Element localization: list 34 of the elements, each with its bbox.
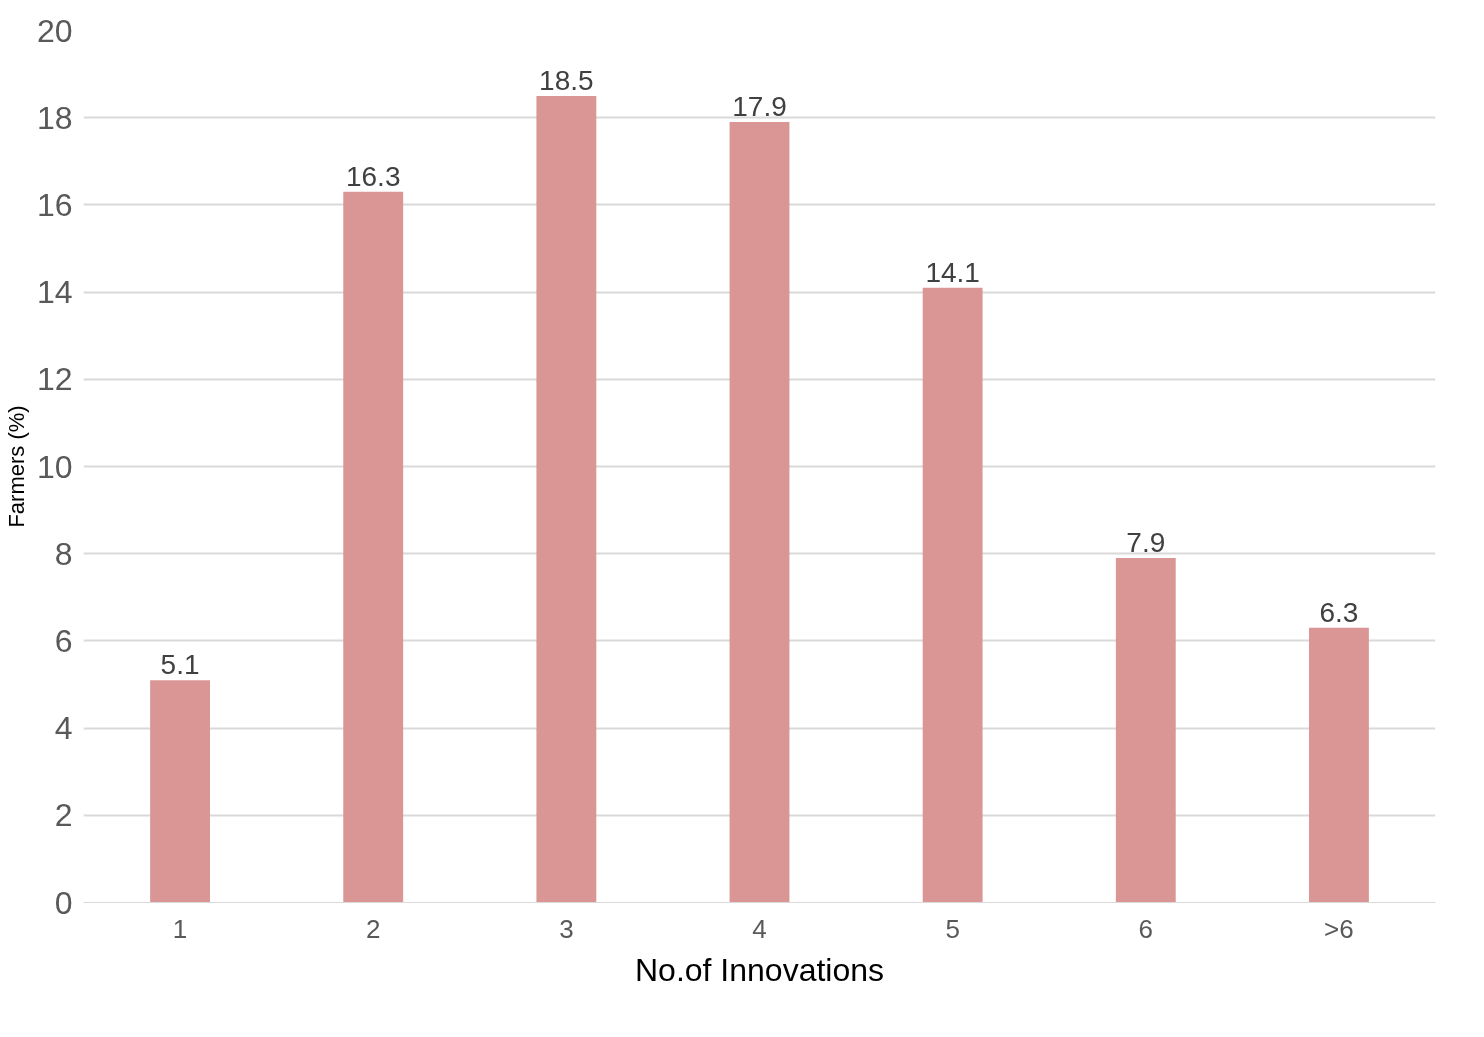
- y-tick-label: 12: [36, 361, 73, 398]
- y-tick-label: 16: [36, 186, 73, 223]
- y-tick-label: 6: [54, 622, 73, 659]
- x-tick-label: 4: [752, 913, 767, 944]
- data-label: 5.1: [160, 649, 200, 681]
- data-label: 14.1: [925, 256, 980, 288]
- x-tick-label: 6: [1138, 913, 1154, 944]
- bar: [343, 191, 404, 903]
- y-tick-label: 18: [36, 99, 73, 136]
- bar: [922, 287, 983, 903]
- data-label: 6.3: [1319, 596, 1359, 628]
- data-label: 7.9: [1126, 527, 1166, 559]
- x-tick-label: >6: [1324, 913, 1354, 944]
- x-tick-label: 3: [559, 913, 574, 944]
- bar: [536, 95, 597, 903]
- y-tick-label: 0: [54, 884, 73, 921]
- bar: [729, 122, 790, 903]
- x-axis-title: No.of Innovations: [634, 951, 885, 988]
- bar: [1308, 627, 1369, 903]
- data-label: 16.3: [345, 160, 401, 192]
- y-tick-label: 20: [36, 12, 73, 49]
- x-tick-label: 5: [945, 913, 960, 944]
- y-axis-title: Farmers (%): [3, 405, 29, 528]
- y-tick-label: 14: [36, 274, 73, 311]
- y-tick-label: 4: [54, 710, 73, 747]
- y-tick-label: 2: [54, 797, 73, 834]
- y-tick-label: 8: [54, 535, 73, 572]
- y-tick-label: 10: [36, 448, 73, 485]
- data-label: 17.9: [732, 91, 787, 123]
- x-tick-label: 2: [365, 913, 381, 944]
- x-tick-label: 1: [172, 913, 188, 944]
- data-label: 18.5: [539, 64, 594, 96]
- bar: [1115, 558, 1176, 903]
- bar: [150, 680, 211, 903]
